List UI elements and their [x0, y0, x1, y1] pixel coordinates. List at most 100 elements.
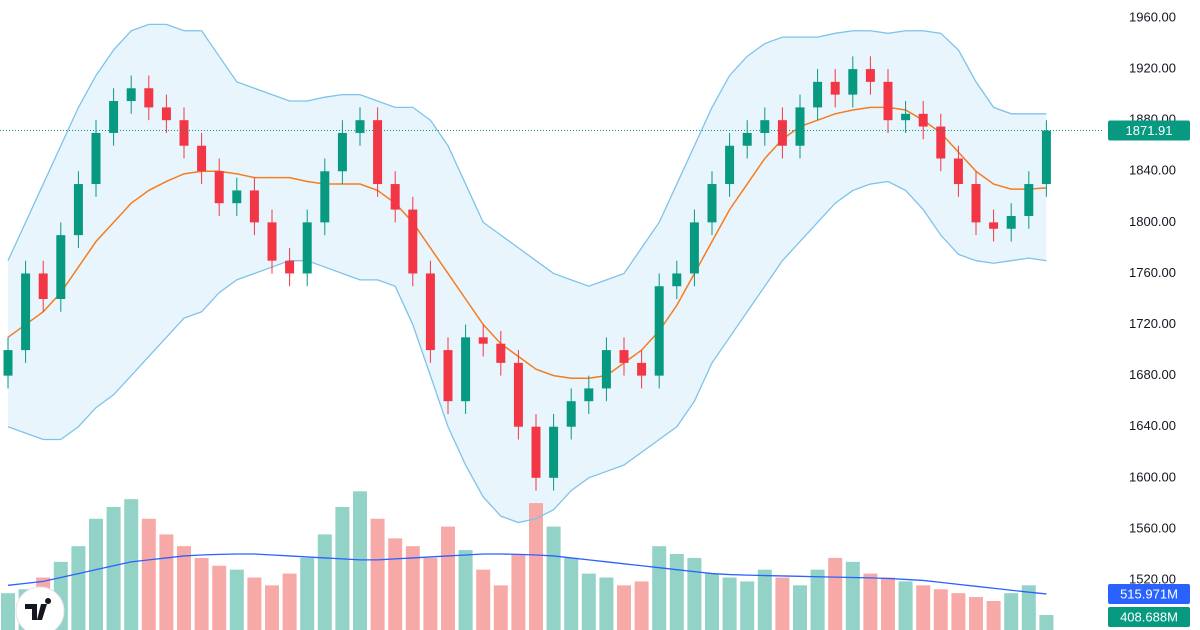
volume-bar	[265, 585, 279, 630]
candle-body	[320, 171, 330, 223]
volume-bar	[476, 569, 491, 630]
candle-body	[989, 222, 999, 229]
candle-body	[21, 273, 31, 351]
logo-mark[interactable]	[25, 598, 52, 620]
volume-bar	[212, 565, 227, 630]
volume-bar	[511, 554, 526, 630]
candle-body	[654, 286, 664, 376]
candle-body	[584, 388, 594, 402]
volume-bar	[740, 581, 755, 630]
volume-bar	[106, 507, 121, 630]
candle-body	[689, 222, 699, 274]
volume-bar	[159, 534, 174, 630]
candle-body	[865, 69, 875, 82]
volume-bar	[493, 585, 508, 630]
volume-bar	[669, 554, 684, 630]
volume-ma-label: 515.971M	[1120, 586, 1178, 601]
volume-bar	[1, 593, 15, 630]
candle-body	[126, 88, 136, 102]
candle-body	[830, 81, 840, 95]
logo[interactable]	[15, 586, 65, 630]
volume-label: 408.688M	[1120, 609, 1178, 624]
volume-bar	[775, 577, 790, 630]
candle-body	[601, 350, 611, 389]
volume-bar	[881, 577, 895, 630]
volume-bar	[933, 589, 948, 630]
volume-bar	[652, 546, 667, 630]
candle-body	[144, 88, 154, 108]
volume-bar	[71, 546, 86, 630]
y-tick-label: 1640.00	[1129, 418, 1176, 433]
volume-bar	[353, 491, 367, 630]
candle-body	[707, 184, 717, 223]
candle-body	[1024, 184, 1034, 216]
volume-bar	[757, 569, 772, 630]
candle-body	[443, 350, 453, 402]
upper-band	[7, 23, 1047, 287]
candle-body	[73, 184, 83, 236]
candle-body	[337, 132, 347, 172]
volume-bar	[599, 577, 614, 630]
y-tick-label: 1840.00	[1129, 163, 1176, 178]
volume-bar	[141, 518, 156, 630]
candle-body	[179, 120, 189, 146]
candle-body	[285, 260, 295, 274]
volume-bar	[969, 597, 983, 630]
volume-bar	[986, 601, 1001, 630]
volume-bar	[388, 538, 403, 630]
volume-bar	[634, 581, 649, 630]
candle-body	[161, 107, 171, 121]
volume-bar	[89, 518, 103, 630]
candle-body	[619, 350, 629, 363]
volume-ma-line	[7, 553, 1047, 595]
volume-bar	[898, 581, 913, 630]
volume-bar	[581, 573, 596, 630]
candle-body	[109, 101, 119, 133]
candle-body	[936, 126, 946, 159]
candle-body	[795, 107, 805, 146]
volume-bar	[705, 573, 719, 630]
candle-body	[760, 120, 770, 133]
candle-body	[742, 132, 752, 146]
candle-body	[267, 222, 277, 261]
candle-body	[1006, 215, 1016, 229]
y-tick-label: 1960.00	[1129, 9, 1176, 24]
candle-body	[1041, 130, 1051, 185]
last-price-label: 1871.91	[1126, 123, 1173, 138]
candle-body	[373, 120, 383, 185]
volume-bar	[529, 503, 543, 630]
volume-bar	[810, 569, 825, 630]
y-tick-label: 1760.00	[1129, 265, 1176, 280]
volume-bar	[229, 569, 244, 630]
candle-body	[390, 184, 400, 210]
band-fill	[8, 24, 1047, 523]
candle-body	[813, 81, 823, 108]
volume-bar	[845, 561, 860, 630]
y-tick-label: 1520.00	[1129, 571, 1176, 586]
lower-band	[7, 180, 1047, 524]
candle-body	[197, 145, 207, 172]
volume-bar	[300, 557, 315, 630]
volume-bar	[546, 526, 561, 630]
candle-body	[461, 337, 471, 402]
volume-bar	[863, 573, 878, 630]
candle-body	[513, 362, 523, 427]
volume-bar	[441, 526, 455, 630]
volume-bar	[335, 507, 350, 630]
candle-body	[883, 81, 893, 121]
candle-body	[777, 120, 787, 146]
middle-band	[7, 106, 1047, 379]
volume-bar	[1004, 593, 1019, 630]
volume-bar	[722, 577, 737, 630]
candle-body	[425, 273, 435, 351]
candle-body	[918, 113, 928, 127]
candle-body	[566, 401, 576, 427]
volume-bar	[317, 534, 332, 630]
volume-bar	[951, 593, 966, 630]
volume-bar	[423, 557, 438, 630]
y-tick-label: 1920.00	[1129, 61, 1176, 76]
y-tick-label: 1720.00	[1129, 316, 1176, 331]
candle-body	[478, 337, 488, 344]
volume-bar	[828, 557, 843, 630]
